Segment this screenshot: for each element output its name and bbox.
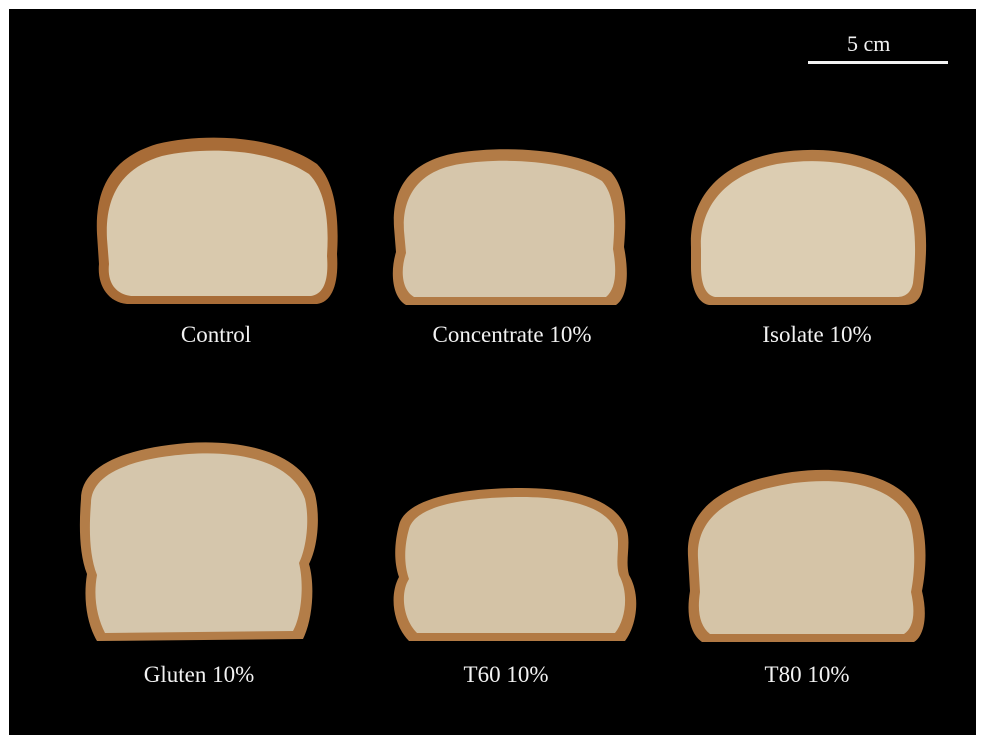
bread-slice-gluten bbox=[79, 442, 318, 641]
bread-slices-photo: 5 cm Control Concentrate 10% Isolate 10%… bbox=[9, 9, 976, 735]
sample-label-t80: T80 10% bbox=[764, 662, 850, 687]
sample-label-gluten: Gluten 10% bbox=[143, 662, 255, 687]
sample-label-t60: T60 10% bbox=[463, 662, 549, 687]
scale-bar bbox=[808, 61, 948, 64]
scale-bar-label: 5 cm bbox=[847, 31, 891, 56]
sample-label-concentrate: Concentrate 10% bbox=[432, 322, 592, 347]
sample-label-isolate: Isolate 10% bbox=[762, 322, 872, 347]
bread-slice-concentrate bbox=[392, 149, 627, 305]
bread-slice-t80 bbox=[687, 469, 926, 642]
bread-slice-control bbox=[96, 137, 338, 304]
sample-label-control: Control bbox=[180, 322, 252, 347]
bread-slice-t60 bbox=[393, 487, 637, 641]
bread-slice-isolate bbox=[690, 149, 927, 305]
